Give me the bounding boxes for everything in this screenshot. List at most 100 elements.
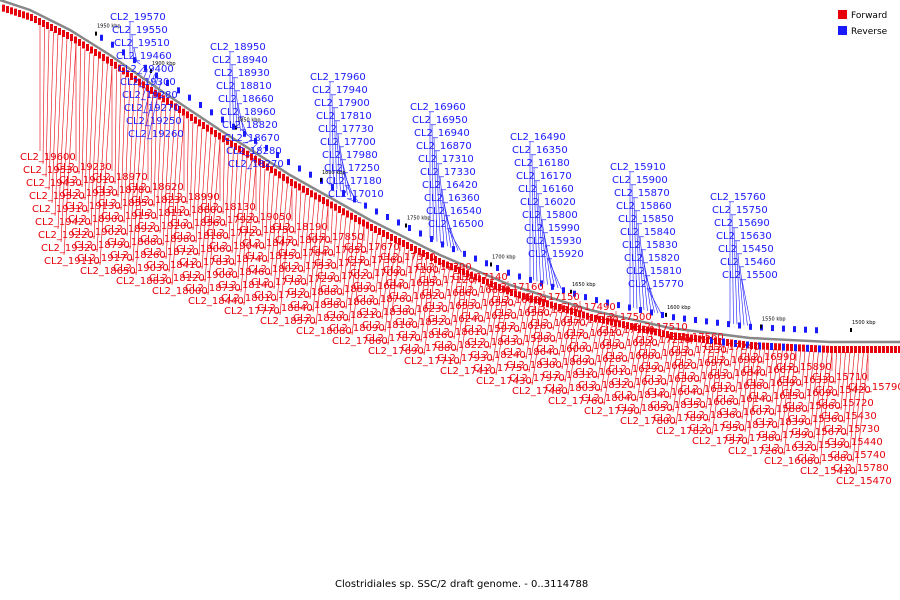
feature-mark bbox=[310, 190, 313, 198]
feature-label: CL2_16930 bbox=[638, 348, 694, 359]
leader-line bbox=[594, 322, 603, 367]
leader-line bbox=[81, 49, 86, 188]
feature-mark bbox=[298, 183, 301, 191]
leader-line bbox=[732, 346, 738, 381]
leader-line bbox=[708, 344, 720, 423]
feature-label: CL2_18300 bbox=[506, 360, 562, 371]
leader-line bbox=[189, 121, 194, 218]
feature-mark bbox=[438, 258, 441, 265]
feature-mark bbox=[598, 315, 601, 323]
feature-mark bbox=[122, 49, 125, 56]
leader-line bbox=[339, 146, 348, 196]
feature-mark bbox=[338, 206, 341, 213]
feature-label: CL2_17410 bbox=[440, 366, 496, 377]
feature-mark bbox=[566, 306, 569, 314]
feature-label: CL2_15990 bbox=[524, 223, 580, 234]
feature-label: CL2_18030 bbox=[545, 383, 601, 394]
leader-line bbox=[57, 38, 68, 230]
feature-mark bbox=[754, 342, 757, 350]
feature-label: CL2_15890 bbox=[776, 362, 832, 373]
feature-label: CL2_16270 bbox=[533, 331, 589, 342]
feature-label: CL2_16380 bbox=[713, 381, 769, 392]
leader-line bbox=[337, 133, 345, 194]
tick-mark bbox=[490, 262, 492, 267]
leader-line bbox=[234, 154, 243, 267]
feature-label: CL2_16350 bbox=[512, 145, 568, 156]
leader-line bbox=[60, 40, 72, 243]
feature-label: CL2_15720 bbox=[818, 398, 874, 409]
leader-line bbox=[447, 228, 462, 253]
feature-mark bbox=[230, 140, 233, 148]
leader-line bbox=[270, 177, 279, 277]
feature-label: CL2_16670 bbox=[743, 365, 799, 376]
feature-mark bbox=[550, 301, 553, 309]
feature-label: CL2_17480 bbox=[512, 386, 568, 397]
feature-mark bbox=[573, 290, 576, 297]
feature-label: CL2_18630 bbox=[467, 337, 523, 348]
feature-label: CL2_15790 bbox=[848, 382, 900, 393]
feature-mark bbox=[646, 326, 649, 334]
tick-mark bbox=[760, 324, 762, 329]
feature-label: CL2_19320 bbox=[41, 243, 97, 254]
leader-line bbox=[243, 163, 257, 306]
feature-mark bbox=[102, 54, 105, 61]
feature-mark bbox=[670, 332, 673, 339]
leader-line bbox=[315, 206, 329, 326]
feature-mark bbox=[242, 148, 245, 156]
feature-mark bbox=[742, 341, 745, 348]
feature-mark bbox=[705, 318, 708, 325]
leader-line bbox=[816, 351, 828, 453]
leader-line bbox=[729, 345, 734, 368]
feature-label: CL2_15750 bbox=[712, 205, 768, 216]
leader-line bbox=[483, 286, 491, 324]
leader-line bbox=[558, 312, 567, 357]
leader-line bbox=[222, 142, 225, 215]
feature-label: CL2_18020 bbox=[248, 264, 304, 275]
feature-mark bbox=[278, 171, 281, 179]
feature-mark bbox=[822, 345, 825, 353]
feature-mark bbox=[10, 7, 13, 15]
feature-mark bbox=[806, 344, 809, 352]
feature-label: CL2_18190 bbox=[272, 222, 328, 233]
leader-line bbox=[408, 251, 414, 291]
leader-line bbox=[630, 330, 639, 377]
feature-label: CL2_17690 bbox=[368, 346, 424, 357]
backbone-line bbox=[0, 0, 900, 344]
feature-label: CL2_17390 bbox=[416, 262, 472, 273]
feature-mark bbox=[226, 137, 229, 145]
leader-line bbox=[804, 350, 810, 401]
feature-label: CL2_18040 bbox=[581, 393, 637, 404]
leader-line bbox=[849, 351, 860, 450]
leader-line bbox=[735, 346, 743, 394]
leader-line bbox=[369, 231, 374, 268]
feature-mark bbox=[617, 302, 620, 309]
feature-label: CL2_17710 bbox=[404, 356, 460, 367]
feature-label: CL2_18550 bbox=[98, 198, 154, 209]
feature-label: CL2_16850 bbox=[386, 278, 442, 289]
leader-line bbox=[132, 88, 144, 263]
feature-label: CL2_18970 bbox=[92, 172, 148, 183]
feature-label: CL2_19130 bbox=[65, 201, 121, 212]
feature-label: CL2_15630 bbox=[716, 231, 772, 242]
feature-label: CL2_17170 bbox=[563, 315, 619, 326]
feature-mark bbox=[155, 72, 158, 79]
legend-forward-label: Forward bbox=[851, 11, 887, 21]
leader-line bbox=[807, 351, 815, 414]
feature-label: CL2_18050 bbox=[617, 403, 673, 414]
feature-mark bbox=[842, 346, 845, 353]
feature-label: CL2_19040 bbox=[209, 241, 265, 252]
leader-line bbox=[645, 275, 659, 314]
feature-label: CL2_18570 bbox=[260, 316, 316, 327]
feature-mark bbox=[202, 122, 205, 129]
feature-label: CL2_18810 bbox=[216, 81, 272, 92]
leader-line bbox=[233, 77, 238, 129]
feature-mark bbox=[718, 338, 721, 345]
feature-label: CL2_17120 bbox=[419, 275, 475, 286]
leader-line bbox=[741, 348, 752, 420]
feature-label: CL2_15830 bbox=[622, 240, 678, 251]
feature-label: CL2_16590 bbox=[569, 341, 625, 352]
leader-line bbox=[535, 180, 541, 283]
feature-label: CL2_19520 bbox=[29, 191, 85, 202]
feature-label: CL2_18340 bbox=[614, 390, 670, 401]
